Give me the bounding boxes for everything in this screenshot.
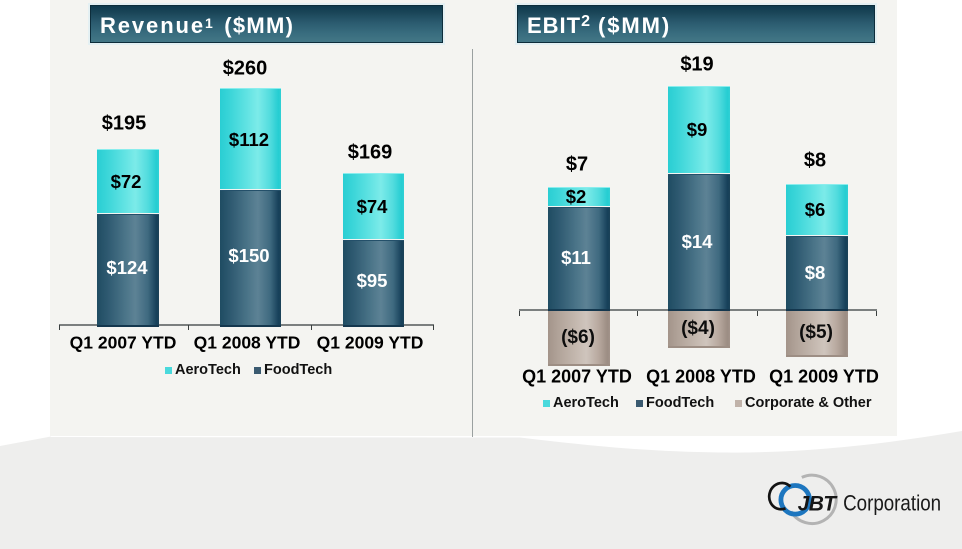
svg-text:JBT: JBT — [798, 493, 839, 516]
svg-text:Corporation: Corporation — [843, 491, 941, 516]
